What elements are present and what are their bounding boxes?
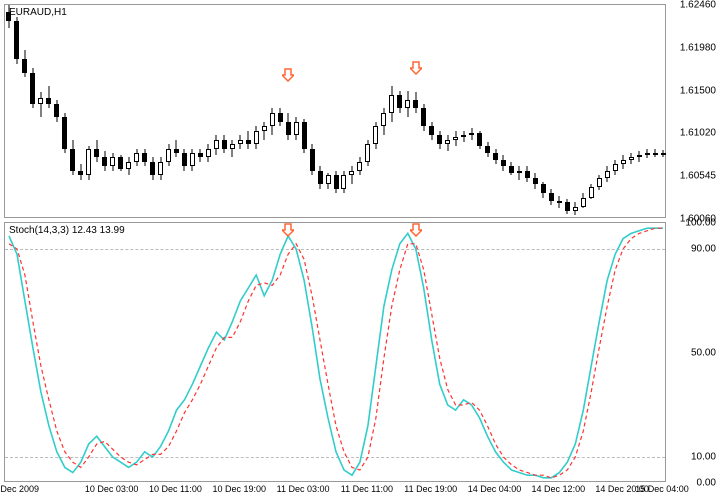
x-tick-label: 14 Dec 04:00: [468, 484, 522, 494]
y-tick-label: 1.61500: [680, 85, 716, 96]
x-tick-label: 11 Dec 03:00: [277, 484, 330, 494]
y-tick-label: 100.00: [685, 218, 716, 229]
arrow-down-icon: [410, 61, 422, 80]
y-tick-label: 1.61980: [680, 42, 716, 53]
price-panel: EURAUD,H1 1.624601.619801.615001.610201.…: [4, 4, 666, 218]
x-tick-label: 10 Dec 11:00: [149, 484, 202, 494]
y-tick-label: 50.00: [691, 348, 716, 359]
indicator-title: Stoch(14,3,3) 12.43 13.99: [9, 225, 125, 236]
arrow-down-icon: [282, 68, 294, 87]
indicator-panel: Stoch(14,3,3) 12.43 13.99 100.0090.0050.…: [4, 222, 666, 482]
y-tick-label: 10.00: [691, 452, 716, 463]
chart-container: EURAUD,H1 1.62460 1.61980 1.61500 1.61020 1.…: [0, 0, 725, 500]
y-tick-label: 1.61020: [680, 128, 716, 139]
x-tick-label: 10 Dec 19:00: [213, 484, 267, 494]
arrow-down-icon: [282, 223, 294, 242]
price-title: EURAUD,H1: [9, 7, 67, 18]
indicator-lines: [5, 223, 667, 483]
x-tick-label: 9 Dec 2009: [0, 484, 39, 494]
y-tick-label: 1.60545: [680, 170, 716, 181]
y-tick-label: 0.00: [697, 478, 716, 489]
price-y-axis: 1.624601.619801.615001.610201.605451.600…: [670, 5, 720, 217]
x-tick-label: 11 Dec 11:00: [341, 484, 393, 494]
stoch-main-line: [9, 228, 663, 478]
x-axis: 9 Dec 200910 Dec 03:0010 Dec 11:0010 Dec…: [4, 484, 666, 498]
y-tick-label: 90.00: [691, 244, 716, 255]
x-tick-label: 11 Dec 19:00: [404, 484, 457, 494]
stoch-signal-line: [9, 228, 663, 478]
x-tick-label: 14 Dec 12:00: [532, 484, 586, 494]
y-tick-label: 1.62460: [680, 0, 716, 11]
x-tick-label: 10 Dec 03:00: [85, 484, 139, 494]
arrow-down-icon: [410, 223, 422, 242]
indicator-y-axis: 100.0090.0050.0010.000.00: [670, 223, 720, 481]
x-tick-label: 15 Dec 04:00: [635, 484, 689, 494]
